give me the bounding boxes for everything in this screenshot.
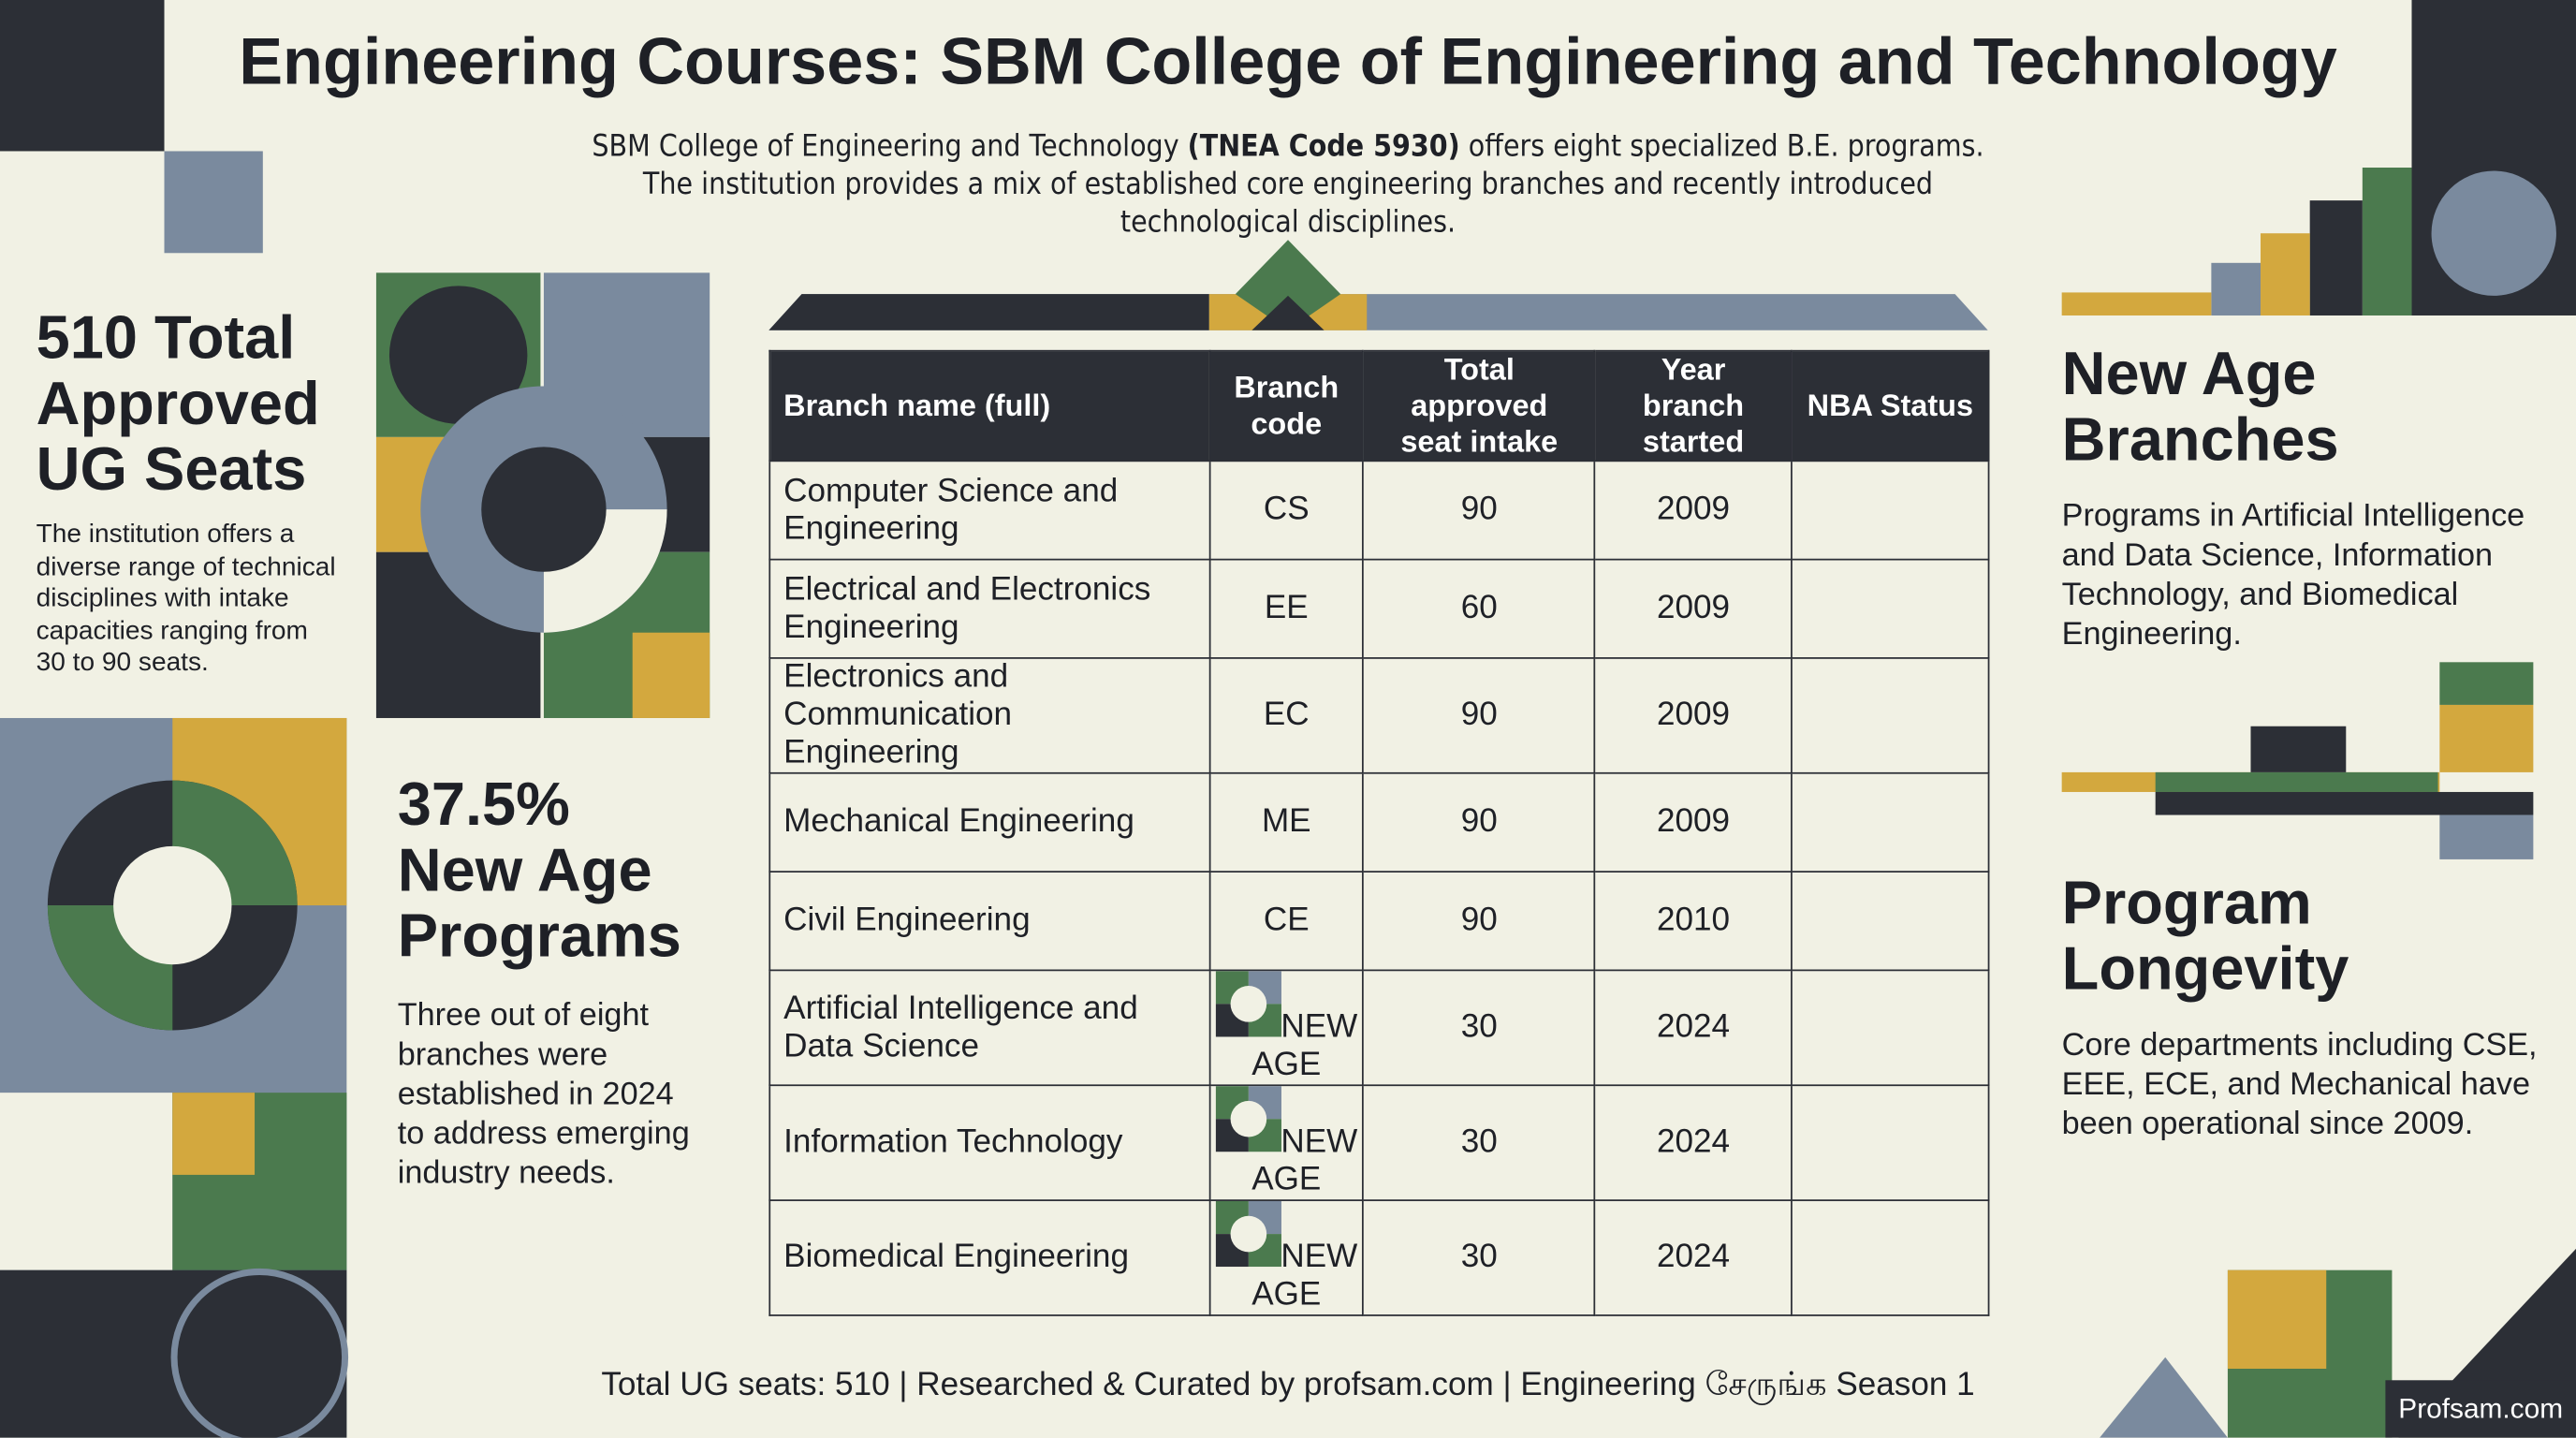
table-cell: CS	[1208, 460, 1365, 561]
table-row: Electronics and Communication Engineerin…	[768, 657, 1990, 774]
table-cell: NEW AGE	[1208, 1199, 1365, 1316]
table-cell: 30	[1362, 1199, 1596, 1316]
table-cell: 90	[1362, 871, 1596, 972]
column-header: Total approved seat intake	[1362, 349, 1596, 462]
badge-label: NEW AGE	[1251, 1008, 1358, 1083]
table-cell: 90	[1362, 771, 1596, 873]
subtitle-text: offers eight specialized B.E. programs. …	[642, 129, 1984, 241]
table-cell	[1791, 969, 1990, 1087]
table-cell: NEW AGE	[1208, 1084, 1365, 1201]
table-row: Electrical and Electronics Engineering EE…	[768, 558, 1990, 659]
panel-title: Program Longevity	[2061, 869, 2349, 1003]
column-header: Branch code	[1208, 349, 1365, 462]
header-row: Branch name (full) Branch code Total appro…	[768, 349, 1990, 462]
panel-body: Programs in Artificial Intelligence and …	[2061, 497, 2525, 653]
table-cell	[1791, 771, 1990, 873]
panel-title: New Age Branches	[2061, 340, 2339, 474]
table-cell: CE	[1208, 871, 1365, 972]
table-cell: Electrical and Electronics Engineering	[768, 558, 1210, 659]
table-cell: 2009	[1593, 460, 1793, 561]
table-cell	[1791, 657, 1990, 774]
table-cell: NEW AGE	[1208, 969, 1365, 1087]
tnea-code: (TNEA Code 5930)	[1187, 129, 1460, 165]
table-cell: 60	[1362, 558, 1596, 659]
watermark: Profsam.com	[2398, 1393, 2564, 1425]
table-row: Artificial Intelligence and Data Science…	[768, 969, 1990, 1087]
table-cell: 2024	[1593, 1084, 1793, 1201]
table-cell: 2010	[1593, 871, 1793, 972]
branches-panel: New Age Branches Programs in Artificial …	[2061, 340, 2547, 653]
title: Engineering Courses: SBM College of Engi…	[239, 26, 2337, 99]
badge-art	[1215, 971, 1281, 1037]
column-header: Branch name (full)	[768, 349, 1210, 462]
badge-art	[1215, 1086, 1281, 1152]
subtitle: SBM College of Engineering and Technolog…	[588, 128, 1987, 242]
column-header: Year branch started	[1593, 349, 1793, 462]
table-cell: 2009	[1593, 771, 1793, 873]
table-cell: Civil Engineering	[768, 871, 1210, 972]
table-row: Information Technology NEW AGE 30 2024	[768, 1084, 1990, 1201]
panel-body: Core departments including CSE, EEE, ECE…	[2061, 1026, 2538, 1142]
courses-table: Branch name (full) Branch code Total appro…	[768, 349, 1990, 1316]
table-cell: 2024	[1593, 969, 1793, 1087]
table-row: Computer Science and Engineering CS 90 2009	[768, 460, 1990, 561]
table-cell: Information Technology	[768, 1084, 1210, 1201]
table-cell: Electronics and Communication Engineerin…	[768, 657, 1210, 774]
table-cell: ME	[1208, 771, 1365, 873]
new-age-badge: NEW AGE	[1210, 1086, 1363, 1199]
table-cell: 30	[1362, 969, 1596, 1087]
longevity-panel: Program Longevity Core departments inclu…	[2061, 869, 2547, 1143]
table-cell: EC	[1208, 657, 1365, 774]
table-cell: Computer Science and Engineering	[768, 460, 1210, 561]
stat-title: 510 Total Approved UG Seats	[36, 303, 320, 504]
new-age-badge: NEW AGE	[1210, 971, 1363, 1084]
subtitle-text: SBM College of Engineering and Technolog…	[592, 129, 1188, 165]
table-cell: Mechanical Engineering	[768, 771, 1210, 873]
table-cell	[1791, 558, 1990, 659]
table-cell	[1791, 1084, 1990, 1201]
column-header: NBA Status	[1791, 349, 1990, 462]
stat-body: The institution offers a diverse range o…	[36, 521, 336, 678]
badge-label: NEW AGE	[1251, 1239, 1358, 1313]
table-cell: 2009	[1593, 657, 1793, 774]
table-cell: 2009	[1593, 558, 1793, 659]
table-cell	[1791, 871, 1990, 972]
table-cell: 90	[1362, 460, 1596, 561]
badge-art	[1215, 1200, 1281, 1268]
table-cell: Biomedical Engineering	[768, 1199, 1210, 1316]
new-age-panel: 37.5% New Age Programs Three out of eigh…	[397, 770, 710, 1193]
footer: Total UG seats: 510 | Researched & Curat…	[601, 1367, 1975, 1403]
new-age-badge: NEW AGE	[1210, 1200, 1363, 1314]
table-row: Civil Engineering CE 90 2010	[768, 871, 1990, 972]
table-cell	[1791, 460, 1990, 561]
table-cell: 2024	[1593, 1199, 1793, 1316]
table-cell: EE	[1208, 558, 1365, 659]
table-body: Computer Science and Engineering CS 90 2009…	[768, 460, 1990, 1316]
table-cell: 30	[1362, 1084, 1596, 1201]
table-cell	[1791, 1199, 1990, 1316]
badge-label: NEW AGE	[1251, 1123, 1358, 1198]
stat-title: 37.5% New Age Programs	[397, 770, 681, 970]
table-row: Mechanical Engineering ME 90 2009	[768, 771, 1990, 873]
seats-panel: 510 Total Approved UG Seats The institut…	[37, 305, 365, 679]
table-cell: 90	[1362, 657, 1596, 774]
table-cell: Artificial Intelligence and Data Science	[768, 969, 1210, 1087]
stat-body: Three out of eight branches were establi…	[397, 997, 690, 1192]
table-row: Biomedical Engineering NEW AGE 30 2024	[768, 1199, 1990, 1316]
